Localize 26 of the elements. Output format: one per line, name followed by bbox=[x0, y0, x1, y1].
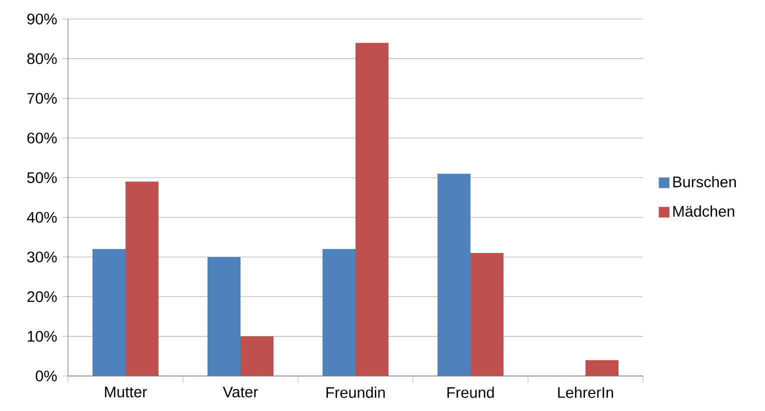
x-tick-label: Freund bbox=[447, 386, 494, 398]
bar bbox=[126, 182, 159, 376]
y-tick-label: 90% bbox=[27, 14, 57, 24]
bar bbox=[356, 42, 388, 376]
y-tick-label: 30% bbox=[27, 252, 57, 262]
y-tick-label: 60% bbox=[27, 132, 57, 144]
y-tick-label: 20% bbox=[27, 291, 57, 302]
x-tick-label: LehrerIn bbox=[558, 386, 614, 398]
y-tick-label: 80% bbox=[27, 53, 57, 64]
bar bbox=[240, 336, 274, 376]
bar bbox=[585, 360, 618, 376]
legend-label: Burschen bbox=[673, 176, 736, 188]
y-tick-label: 70% bbox=[27, 92, 57, 104]
legend-label: Mädchen bbox=[673, 206, 734, 217]
bar bbox=[470, 253, 504, 376]
x-tick-label: Freundin bbox=[326, 386, 385, 398]
y-tick-label: 0% bbox=[36, 370, 57, 382]
bar bbox=[92, 249, 126, 376]
bar bbox=[437, 174, 470, 376]
y-tick-label: 50% bbox=[27, 172, 57, 184]
x-tick-label: Vater bbox=[222, 386, 258, 398]
y-tick-label: 40% bbox=[26, 212, 57, 223]
bar bbox=[208, 256, 240, 376]
y-tick-label: 10% bbox=[28, 330, 57, 342]
bar bbox=[322, 249, 356, 376]
x-tick-label: Mutter bbox=[105, 386, 147, 398]
